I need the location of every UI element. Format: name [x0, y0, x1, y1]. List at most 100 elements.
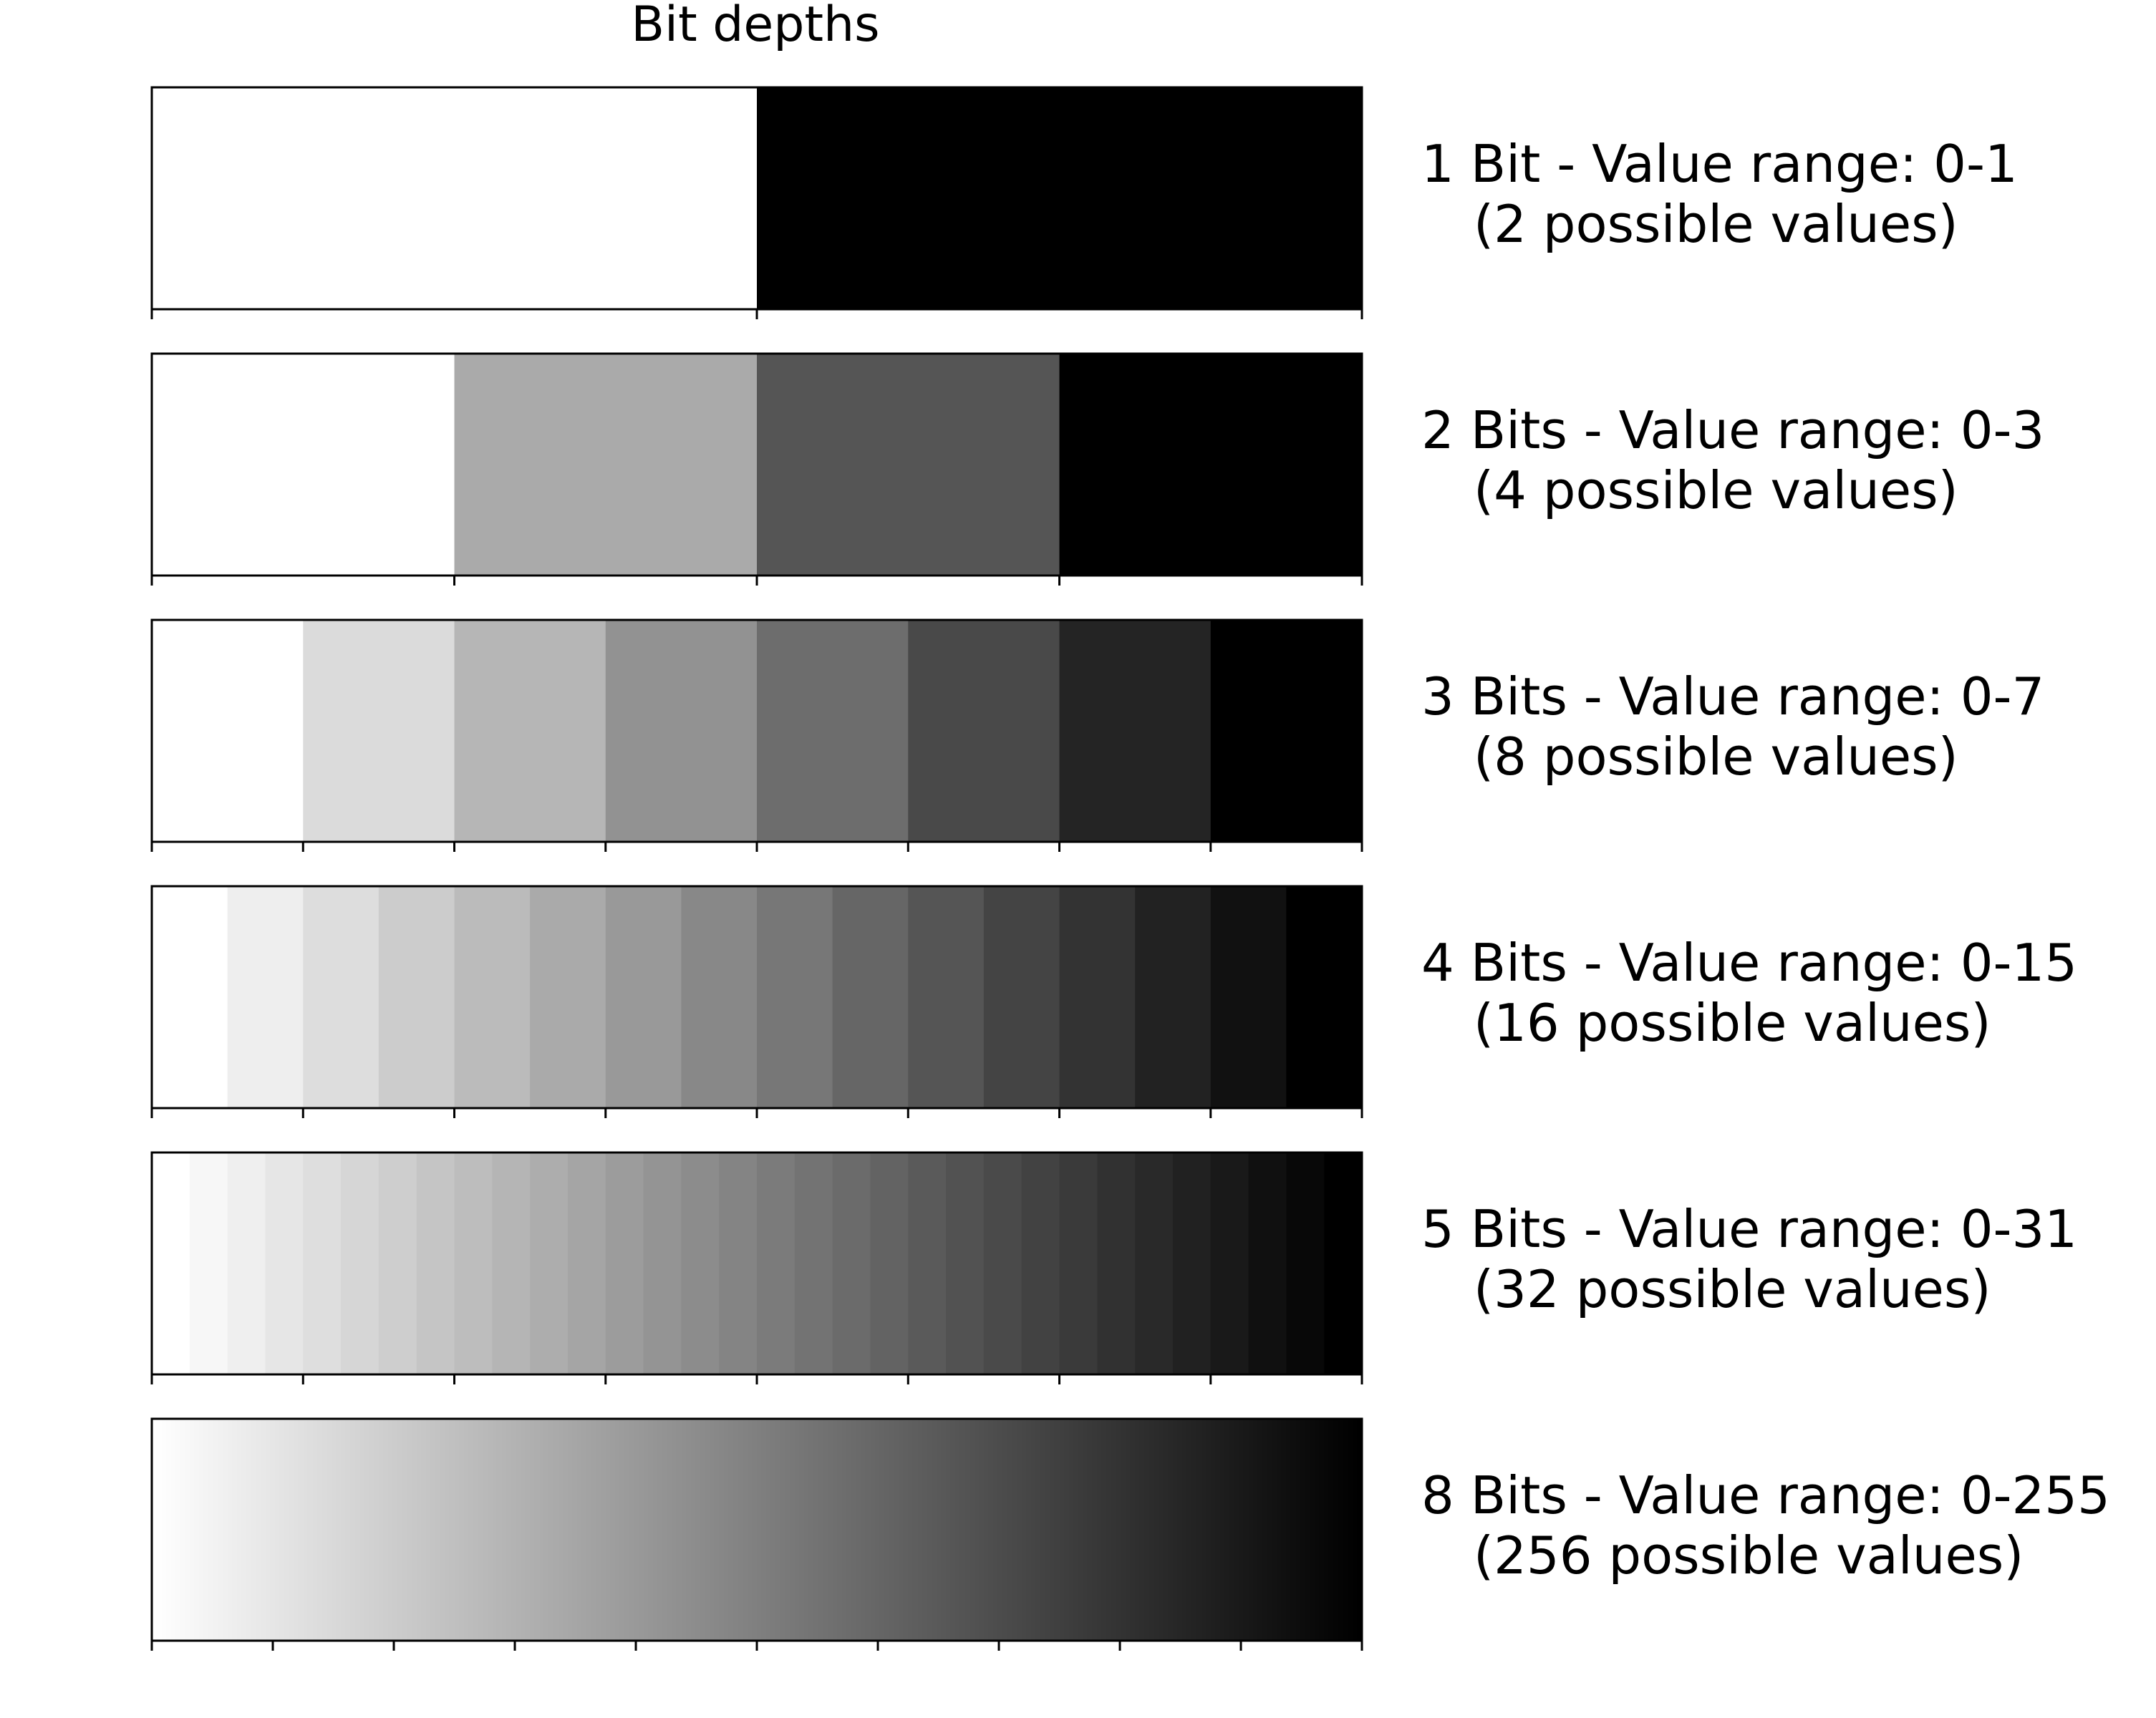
gray-level-cell	[473, 1419, 479, 1641]
gray-level-cell	[478, 1419, 484, 1641]
gray-level-cell	[728, 1419, 734, 1641]
gray-level-cell	[638, 1419, 644, 1641]
gray-level-cell	[1059, 1419, 1065, 1641]
gray-level-cell	[1300, 1419, 1306, 1641]
gray-level-cell	[1253, 1419, 1259, 1641]
gray-level-cell	[832, 1419, 838, 1641]
gray-level-cell	[586, 1419, 592, 1641]
gray-level-cell	[1277, 1419, 1282, 1641]
gray-level-cell	[970, 1419, 975, 1641]
gray-level-cell	[1352, 1419, 1358, 1641]
gray-level-cell	[643, 1152, 682, 1374]
gray-level-cell	[1168, 1419, 1174, 1641]
gray-level-cell	[284, 1419, 290, 1641]
gray-level-cell	[378, 1419, 385, 1641]
gray-level-cell	[1125, 1419, 1131, 1641]
gray-level-cell	[454, 1152, 493, 1374]
gray-level-cell	[955, 1419, 961, 1641]
gray-level-cell	[875, 1419, 881, 1641]
gray-level-cell	[161, 1419, 167, 1641]
gray-level-cell	[1234, 1419, 1240, 1641]
gray-level-cell	[1030, 1419, 1037, 1641]
gray-level-cell	[983, 1419, 990, 1641]
possible-values-label: (16 possible values)	[1474, 993, 1991, 1053]
gray-level-cell	[946, 1419, 952, 1641]
gray-level-cell	[392, 1419, 399, 1641]
gray-level-cell	[383, 1419, 389, 1641]
gray-level-cell	[270, 1419, 276, 1641]
possible-values-label: (32 possible values)	[1474, 1259, 1991, 1319]
gray-level-cell	[530, 1419, 536, 1641]
gray-level-cell	[946, 1152, 985, 1374]
gray-level-cell	[454, 886, 531, 1108]
gray-level-cell	[1130, 1419, 1136, 1641]
gray-level-cell	[780, 1419, 786, 1641]
gray-level-cell	[1295, 1419, 1302, 1641]
gray-level-cell	[336, 1419, 342, 1641]
gray-level-cell	[865, 1419, 871, 1641]
gray-level-cell	[327, 1419, 332, 1641]
gray-level-cell	[303, 1419, 309, 1641]
gray-level-cell	[421, 1419, 427, 1641]
gray-level-cell	[932, 1419, 937, 1641]
gray-level-cell	[1054, 1419, 1060, 1641]
gray-level-cell	[1219, 1419, 1226, 1641]
gray-level-cell	[397, 1419, 403, 1641]
gray-level-cell	[757, 1152, 796, 1374]
gray-level-cell	[747, 1419, 753, 1641]
gray-level-cell	[1002, 1419, 1008, 1641]
gray-level-cell	[1286, 1152, 1325, 1374]
gray-level-cell	[567, 1152, 606, 1374]
gray-level-cell	[652, 1419, 659, 1641]
gray-level-cell	[1139, 1419, 1146, 1641]
gray-level-cell	[1163, 1419, 1169, 1641]
gray-level-cell	[530, 1152, 569, 1374]
gray-level-cell	[539, 1419, 545, 1641]
gray-level-cell	[506, 1419, 512, 1641]
gray-level-cell	[232, 1419, 238, 1641]
gray-level-cell	[402, 1419, 408, 1641]
gray-level-cell	[1026, 1419, 1032, 1641]
gray-level-cell	[577, 1419, 583, 1641]
gray-level-cell	[681, 1152, 720, 1374]
gray-level-cell	[610, 1419, 616, 1641]
possible-values-label: (2 possible values)	[1474, 194, 1958, 254]
gray-level-cell	[185, 1419, 190, 1641]
gray-level-cell	[468, 1419, 474, 1641]
gray-level-cell	[251, 1419, 257, 1641]
gray-level-cell	[936, 1419, 942, 1641]
gray-level-cell	[681, 886, 758, 1108]
gray-level-cell	[1319, 1419, 1325, 1641]
gray-level-cell	[1068, 1419, 1075, 1641]
gray-level-cell	[435, 1419, 441, 1641]
gray-level-cell	[1272, 1419, 1278, 1641]
gray-level-cell	[194, 1419, 200, 1641]
gray-level-cell	[1286, 1419, 1292, 1641]
gray-level-cell	[685, 1419, 692, 1641]
gray-level-cell	[189, 1419, 195, 1641]
gray-level-cell	[208, 1419, 214, 1641]
gray-level-cell	[1224, 1419, 1231, 1641]
gray-level-cell	[922, 1419, 928, 1641]
gray-level-cell	[709, 1419, 715, 1641]
gray-level-cell	[591, 1419, 597, 1641]
gray-level-cell	[884, 1419, 890, 1641]
gray-level-cell	[1210, 1152, 1249, 1374]
gray-level-cell	[851, 1419, 857, 1641]
gray-level-cell	[165, 1419, 172, 1641]
gray-level-cell	[581, 1419, 588, 1641]
gray-level-cell	[412, 1419, 417, 1641]
gray-level-cell	[1121, 1419, 1126, 1641]
gray-level-cell	[430, 1419, 436, 1641]
gray-level-cell	[823, 1419, 828, 1641]
gray-level-cell	[927, 1419, 933, 1641]
gray-level-cell	[553, 1419, 559, 1641]
gray-level-cell	[1083, 1419, 1089, 1641]
gray-level-cell	[449, 1419, 455, 1641]
gray-level-cell	[1310, 1419, 1315, 1641]
gray-level-cell	[700, 1419, 706, 1641]
gray-level-cell	[841, 1419, 848, 1641]
gray-level-cell	[619, 1419, 626, 1641]
gray-level-cell	[1135, 1419, 1141, 1641]
gray-level-cell	[1186, 1419, 1193, 1641]
